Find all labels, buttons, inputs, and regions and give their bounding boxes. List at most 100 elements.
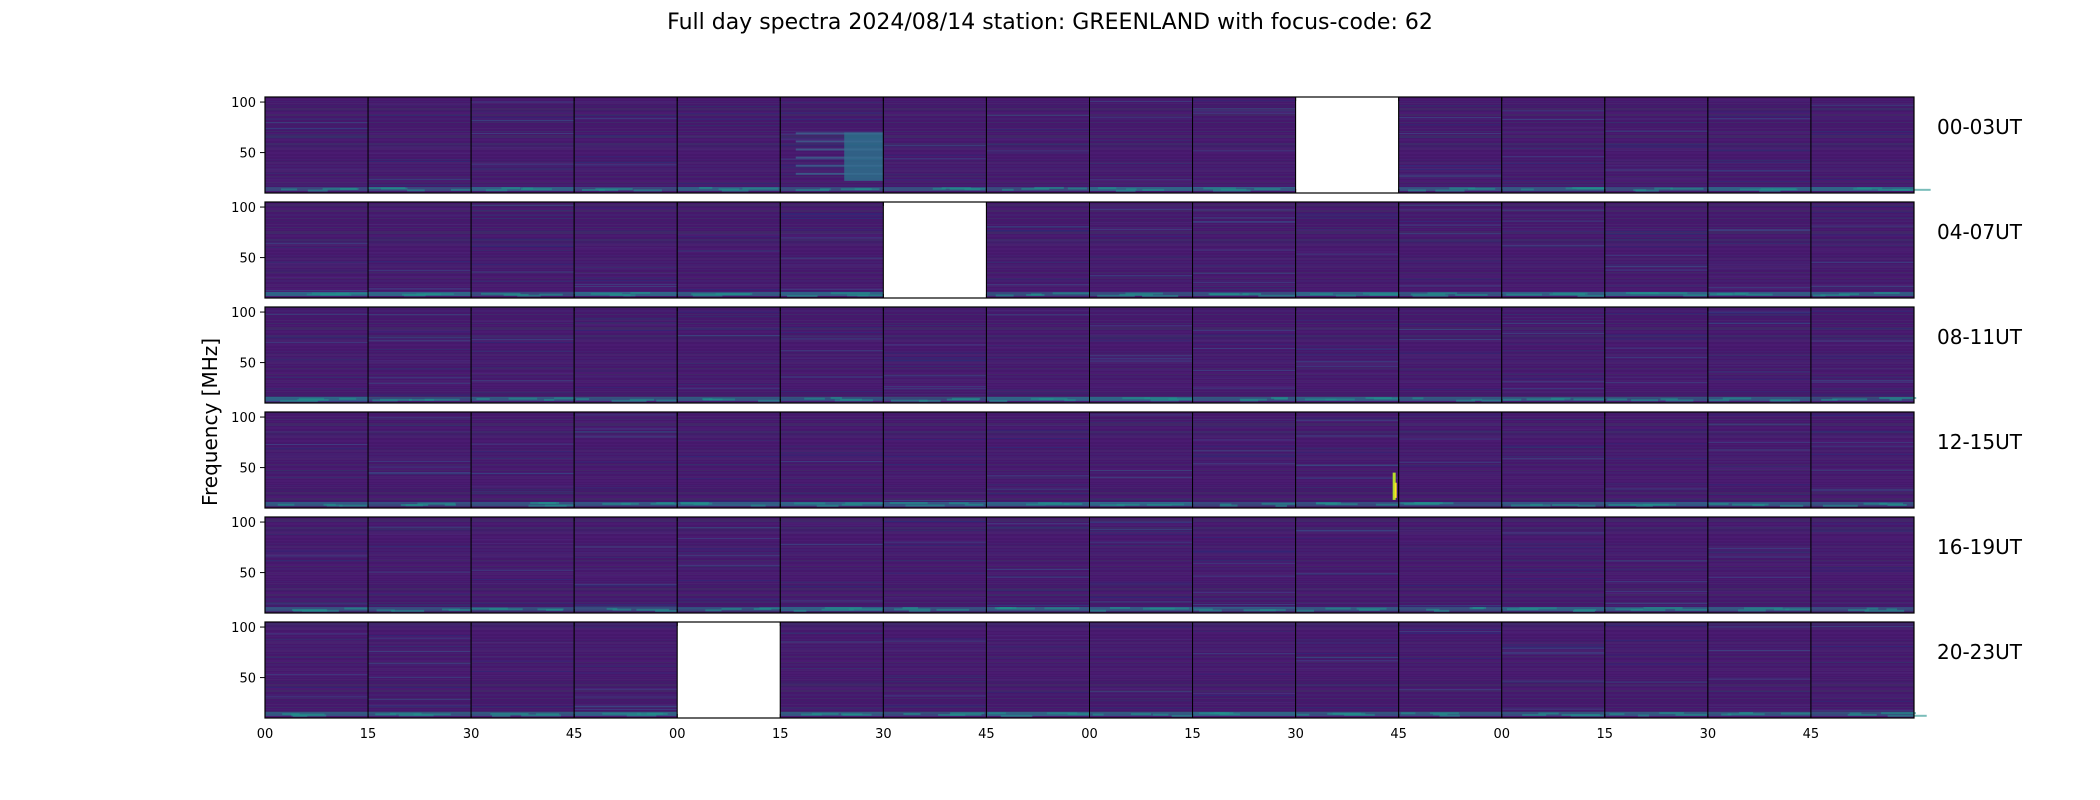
low-freq-patch	[307, 189, 328, 192]
rfi-line	[1089, 656, 1193, 658]
rfi-line	[677, 527, 781, 529]
spectrum-texture	[368, 622, 472, 718]
low-freq-patch	[646, 712, 664, 715]
low-freq-patch	[1038, 398, 1054, 401]
low-freq-patch	[1115, 189, 1136, 192]
rfi-line	[368, 534, 472, 536]
rfi-line	[574, 277, 678, 279]
low-freq-patch	[1254, 188, 1281, 191]
rfi-line	[1398, 233, 1502, 235]
low-freq-patch	[1630, 609, 1666, 612]
low-freq-patch	[1356, 607, 1387, 610]
rfi-line	[1707, 263, 1811, 265]
rfi-line	[265, 431, 369, 433]
rfi-line	[986, 691, 1090, 693]
rfi-line	[883, 154, 987, 156]
spectrum-texture	[368, 517, 472, 613]
rfi-line	[574, 428, 678, 430]
rfi-line	[883, 344, 987, 346]
rfi-line	[1089, 207, 1193, 209]
rfi-line	[1501, 156, 1605, 158]
spectrum-texture	[1295, 622, 1399, 718]
low-freq-patch	[950, 712, 985, 715]
rfi-line	[265, 127, 369, 129]
rfi-line	[368, 159, 472, 161]
x-tick-label: 15	[1184, 727, 1201, 742]
rfi-line	[1295, 667, 1399, 669]
rfi-line	[780, 601, 884, 603]
rfi-line	[1501, 118, 1605, 120]
rfi-line	[1398, 124, 1502, 126]
low-freq-patch	[576, 398, 590, 401]
radio-burst	[1392, 472, 1396, 500]
rfi-line	[1398, 356, 1502, 358]
rfi-line	[1604, 681, 1708, 683]
rfi-line	[1089, 582, 1193, 584]
rfi-line	[1707, 441, 1811, 443]
rfi-line	[986, 429, 1090, 431]
spectrum-texture	[1810, 97, 1914, 193]
rfi-line	[1707, 551, 1811, 553]
rfi-line	[574, 318, 678, 320]
rfi-line	[1192, 209, 1296, 211]
x-tick-label: 45	[566, 727, 583, 742]
low-freq-band	[265, 501, 369, 506]
rfi-line	[1398, 204, 1502, 206]
rfi-line	[1501, 220, 1605, 222]
low-freq-patch	[1631, 399, 1659, 402]
rfi-line	[368, 377, 472, 379]
spectrum-texture	[1810, 517, 1914, 613]
rfi-line	[1501, 541, 1605, 543]
low-freq-patch	[753, 607, 772, 610]
rfi-line	[574, 145, 678, 147]
low-freq-patch	[282, 713, 300, 716]
rfi-line	[780, 544, 884, 546]
rfi-line	[265, 554, 369, 556]
rfi-line	[1604, 246, 1708, 248]
rfi-line	[368, 558, 472, 560]
rfi-line	[368, 215, 472, 217]
rfi-line	[1398, 438, 1502, 440]
low-freq-patch	[1152, 713, 1169, 716]
rfi-line	[574, 117, 678, 119]
low-freq-patch	[417, 502, 456, 505]
low-freq-band	[1089, 186, 1193, 191]
rfi-line	[986, 114, 1090, 116]
rfi-line	[1295, 215, 1399, 217]
spectrum-texture	[1707, 622, 1811, 718]
rfi-line	[471, 111, 575, 113]
low-freq-patch	[841, 503, 863, 506]
rfi-line	[1398, 136, 1502, 138]
rfi-line	[1810, 414, 1914, 416]
low-freq-patch	[1510, 504, 1551, 507]
rfi-line	[265, 603, 369, 605]
row-frame	[264, 201, 1915, 299]
low-freq-patch	[845, 502, 884, 505]
low-freq-patch	[280, 188, 298, 191]
low-freq-patch	[1170, 503, 1185, 506]
low-freq-patch	[936, 608, 970, 611]
rfi-line	[1501, 532, 1605, 534]
rfi-line	[1604, 269, 1708, 271]
rfi-line	[1295, 537, 1399, 539]
low-freq-patch	[1773, 608, 1790, 611]
rfi-line	[368, 208, 472, 210]
rfi-line	[1707, 576, 1811, 578]
rfi-line	[986, 438, 1090, 440]
rfi-line	[265, 598, 369, 600]
rfi-line	[1089, 521, 1193, 523]
low-freq-patch	[297, 398, 329, 401]
rfi-line	[1295, 660, 1399, 662]
rfi-line	[1810, 442, 1914, 444]
row-time-label: 12-15UT	[1937, 430, 2023, 454]
rfi-line	[471, 120, 575, 122]
x-tick-label: 30	[463, 727, 480, 742]
rfi-line	[265, 342, 369, 344]
rfi-line	[1604, 640, 1708, 642]
low-freq-patch	[1675, 608, 1709, 611]
rfi-line	[1604, 590, 1708, 592]
rfi-line	[1089, 337, 1193, 339]
low-freq-patch	[277, 503, 295, 506]
rfi-line	[1604, 264, 1708, 266]
rfi-line	[1501, 126, 1605, 128]
